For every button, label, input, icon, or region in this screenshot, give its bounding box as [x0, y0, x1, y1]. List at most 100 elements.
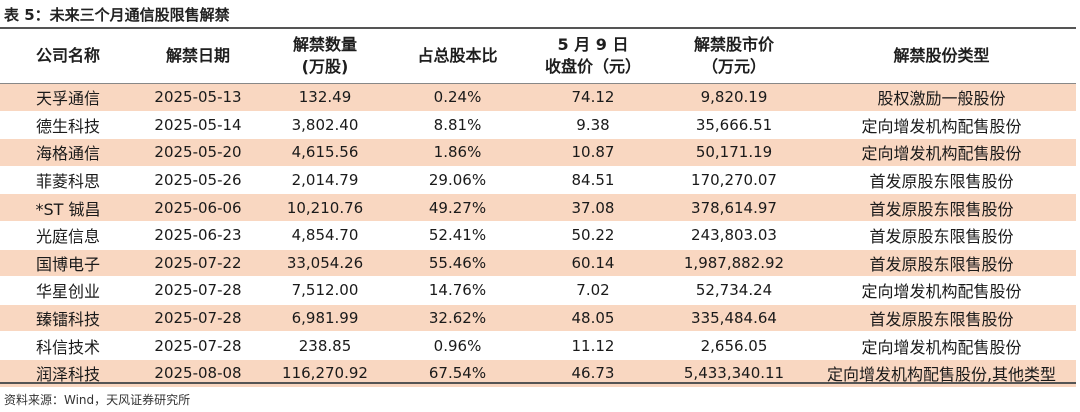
- cell-type: 定向增发机构配售股份: [807, 276, 1076, 305]
- cell-date: 2025-06-06: [136, 193, 260, 222]
- cell-ratio: 0.24%: [390, 83, 525, 112]
- cell-type: 首发原股东限售股份: [807, 249, 1076, 278]
- table-row: 国博电子 2025-07-22 33,054.26 55.46% 60.14 1,987,…: [0, 249, 1076, 278]
- cell-type: 定向增发机构配售股份: [807, 331, 1076, 360]
- cell-qty: 2,014.79: [260, 166, 390, 195]
- cell-ratio: 52.41%: [390, 221, 525, 250]
- cell-ratio: 1.86%: [390, 138, 525, 167]
- cell-mktval: 52,734.24: [661, 276, 807, 305]
- cell-type: 首发原股东限售股份: [807, 193, 1076, 222]
- cell-qty: 33,054.26: [260, 249, 390, 278]
- table-row: 菲菱科思 2025-05-26 2,014.79 29.06% 84.51 170,270…: [0, 166, 1076, 195]
- cell-date: 2025-07-28: [136, 304, 260, 333]
- header-price-line1: 5 月 9 日: [557, 35, 629, 54]
- cell-ratio: 8.81%: [390, 111, 525, 140]
- cell-date: 2025-07-22: [136, 249, 260, 278]
- table-row: 科信技术 2025-07-28 238.85 0.96% 11.12 2,656.05 定向…: [0, 331, 1076, 360]
- cell-price: 50.22: [525, 221, 661, 250]
- cell-qty: 3,802.40: [260, 111, 390, 140]
- bottom-rule: [0, 382, 1076, 384]
- cell-mktval: 2,656.05: [661, 331, 807, 360]
- cell-ratio: 55.46%: [390, 249, 525, 278]
- cell-qty: 238.85: [260, 331, 390, 360]
- cell-price: 11.12: [525, 331, 661, 360]
- cell-date: 2025-07-28: [136, 331, 260, 360]
- cell-ratio: 32.62%: [390, 304, 525, 333]
- cell-type: 首发原股东限售股份: [807, 166, 1076, 195]
- cell-company: 天孚通信: [0, 83, 136, 112]
- cell-price: 10.87: [525, 138, 661, 167]
- cell-qty: 132.49: [260, 83, 390, 112]
- cell-price: 74.12: [525, 83, 661, 112]
- cell-mktval: 243,803.03: [661, 221, 807, 250]
- cell-company: 海格通信: [0, 138, 136, 167]
- cell-qty: 6,981.99: [260, 304, 390, 333]
- header-mktval: 解禁股市价 （万元）: [661, 29, 807, 84]
- cell-mktval: 335,484.64: [661, 304, 807, 333]
- table-row: 臻镭科技 2025-07-28 6,981.99 32.62% 48.05 335,484…: [0, 304, 1076, 333]
- table-row: 海格通信 2025-05-20 4,615.56 1.86% 10.87 50,171.1…: [0, 138, 1076, 167]
- header-price-line2: 收盘价（元）: [544, 57, 641, 76]
- cell-mktval: 170,270.07: [661, 166, 807, 195]
- cell-date: 2025-05-14: [136, 111, 260, 140]
- cell-price: 60.14: [525, 249, 661, 278]
- cell-date: 2025-05-20: [136, 138, 260, 167]
- cell-qty: 10,210.76: [260, 193, 390, 222]
- title-rule: [0, 27, 1076, 29]
- unlock-table: 公司名称 解禁日期 解禁数量 (万股) 占总股本比 5 月 9 日 收盘价（元）…: [0, 29, 1076, 388]
- header-type: 解禁股份类型: [807, 29, 1076, 84]
- cell-price: 9.38: [525, 111, 661, 140]
- table-row: 德生科技 2025-05-14 3,802.40 8.81% 9.38 35,666.51…: [0, 111, 1076, 140]
- cell-type: 首发原股东限售股份: [807, 221, 1076, 250]
- cell-mktval: 378,614.97: [661, 193, 807, 222]
- source-note: 资料来源：Wind，天风证券研究所: [4, 393, 191, 407]
- cell-type: 首发原股东限售股份: [807, 304, 1076, 333]
- cell-date: 2025-05-26: [136, 166, 260, 195]
- header-price: 5 月 9 日 收盘价（元）: [525, 29, 661, 84]
- cell-ratio: 29.06%: [390, 166, 525, 195]
- cell-type: 定向增发机构配售股份: [807, 111, 1076, 140]
- cell-mktval: 35,666.51: [661, 111, 807, 140]
- cell-company: 菲菱科思: [0, 166, 136, 195]
- header-ratio: 占总股本比: [390, 29, 525, 84]
- cell-company: 臻镭科技: [0, 304, 136, 333]
- cell-ratio: 49.27%: [390, 193, 525, 222]
- header-mktval-line1: 解禁股市价: [693, 35, 774, 54]
- header-qty: 解禁数量 (万股): [260, 29, 390, 84]
- cell-ratio: 14.76%: [390, 276, 525, 305]
- cell-date: 2025-05-13: [136, 83, 260, 112]
- table-row: 光庭信息 2025-06-23 4,854.70 52.41% 50.22 243,803…: [0, 221, 1076, 250]
- cell-mktval: 50,171.19: [661, 138, 807, 167]
- header-mktval-line2: （万元）: [701, 57, 766, 76]
- header-date: 解禁日期: [136, 29, 260, 84]
- cell-qty: 4,615.56: [260, 138, 390, 167]
- cell-mktval: 9,820.19: [661, 83, 807, 112]
- header-row: 公司名称 解禁日期 解禁数量 (万股) 占总股本比 5 月 9 日 收盘价（元）…: [0, 29, 1076, 84]
- cell-mktval: 1,987,882.92: [661, 249, 807, 278]
- header-qty-line2: (万股): [301, 57, 349, 76]
- cell-date: 2025-06-23: [136, 221, 260, 250]
- cell-company: 国博电子: [0, 249, 136, 278]
- table-body: 天孚通信 2025-05-13 132.49 0.24% 74.12 9,820.19 股权…: [0, 83, 1076, 388]
- table-row: 天孚通信 2025-05-13 132.49 0.24% 74.12 9,820.19 股权…: [0, 83, 1076, 112]
- cell-date: 2025-07-28: [136, 276, 260, 305]
- cell-qty: 4,854.70: [260, 221, 390, 250]
- table-row: *ST 铖昌 2025-06-06 10,210.76 49.27% 37.08 378,…: [0, 193, 1076, 222]
- cell-company: 光庭信息: [0, 221, 136, 250]
- cell-price: 7.02: [525, 276, 661, 305]
- cell-company: 德生科技: [0, 111, 136, 140]
- cell-company: *ST 铖昌: [0, 193, 136, 222]
- cell-qty: 7,512.00: [260, 276, 390, 305]
- cell-company: 华星创业: [0, 276, 136, 305]
- header-company: 公司名称: [0, 29, 136, 84]
- cell-company: 科信技术: [0, 331, 136, 360]
- cell-price: 37.08: [525, 193, 661, 222]
- header-qty-line1: 解禁数量: [292, 35, 357, 54]
- table-title: 表 5：未来三个月通信股限售解禁: [4, 6, 230, 24]
- cell-type: 股权激励一般股份: [807, 83, 1076, 112]
- table-row: 华星创业 2025-07-28 7,512.00 14.76% 7.02 52,734.2…: [0, 276, 1076, 305]
- cell-type: 定向增发机构配售股份: [807, 138, 1076, 167]
- cell-ratio: 0.96%: [390, 331, 525, 360]
- cell-price: 48.05: [525, 304, 661, 333]
- cell-price: 84.51: [525, 166, 661, 195]
